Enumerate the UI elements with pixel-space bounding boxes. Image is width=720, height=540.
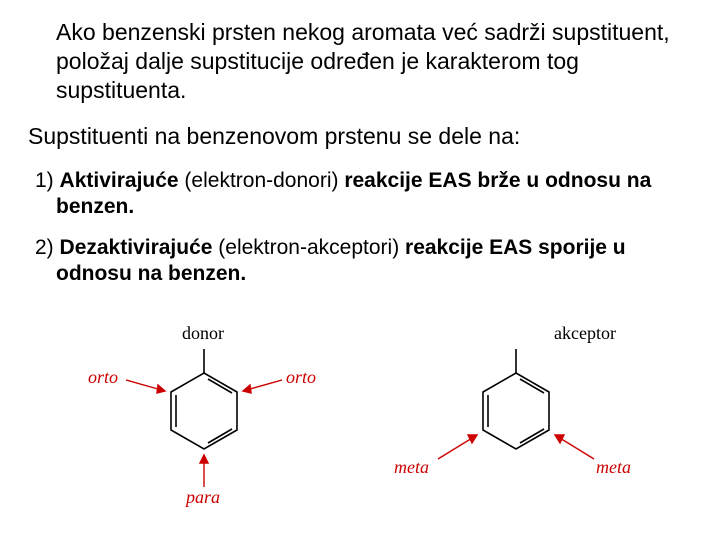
diagram-row: donor orto orto para akceptor met xyxy=(28,301,692,511)
term-1: Aktivirajuće xyxy=(60,169,179,192)
donor-diagram: donor orto orto para xyxy=(64,301,344,511)
mid-1: (elektron-donori) xyxy=(179,169,345,192)
meta-left-label: meta xyxy=(394,457,429,478)
term-2: Dezaktivirajuće xyxy=(60,236,213,259)
orto-left-label: orto xyxy=(88,367,118,388)
list-item-1: 1) Aktivirajuće (elektron-donori) reakci… xyxy=(28,168,692,221)
acceptor-label: akceptor xyxy=(554,323,616,344)
meta-right-label: meta xyxy=(596,457,631,478)
list-item-2: 2) Dezaktivirajuće (elektron-akceptori) … xyxy=(28,235,692,288)
para-label: para xyxy=(186,487,220,508)
subtitle: Supstituenti na benzenovom prstenu se de… xyxy=(28,122,692,152)
acceptor-diagram: akceptor meta meta xyxy=(376,301,656,511)
list-num-1: 1) xyxy=(35,169,54,192)
intro-paragraph: Ako benzenski prsten nekog aromata već s… xyxy=(28,18,692,104)
donor-label: donor xyxy=(182,323,224,344)
orto-right-label: orto xyxy=(286,367,316,388)
mid-2: (elektron-akceptori) xyxy=(212,236,405,259)
list-num-2: 2) xyxy=(35,236,54,259)
